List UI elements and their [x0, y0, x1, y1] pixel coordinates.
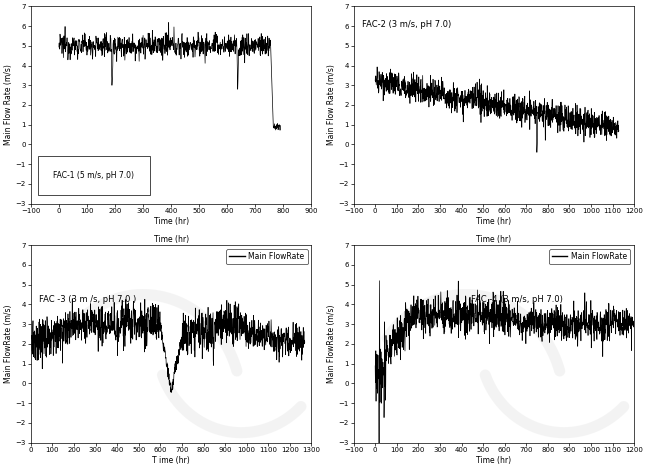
Y-axis label: Main Flow Rate (m/s): Main Flow Rate (m/s): [327, 65, 336, 145]
Text: FAC-1 (5 m/s, pH 7.0): FAC-1 (5 m/s, pH 7.0): [53, 171, 135, 180]
Legend: Main FlowRate: Main FlowRate: [226, 249, 308, 264]
X-axis label: Time (hr): Time (hr): [476, 456, 512, 465]
Text: FAC-2 (3 m/s, pH 7.0): FAC-2 (3 m/s, pH 7.0): [362, 20, 451, 29]
Y-axis label: Main Flow Rate (m/s): Main Flow Rate (m/s): [4, 65, 13, 145]
X-axis label: T ime (hr): T ime (hr): [152, 456, 190, 465]
Y-axis label: Main FlowRate (m/s): Main FlowRate (m/s): [327, 305, 336, 383]
X-axis label: Time (hr): Time (hr): [153, 217, 189, 226]
Legend: Main FlowRate: Main FlowRate: [549, 249, 630, 264]
Text: FAC -3 (3 m /s, pH 7.0 ): FAC -3 (3 m /s, pH 7.0 ): [39, 295, 137, 303]
Y-axis label: Main FlowRate (m/s): Main FlowRate (m/s): [4, 305, 13, 383]
X-axis label: Time (hr): Time (hr): [476, 217, 512, 226]
Title: Time (hr): Time (hr): [476, 235, 512, 244]
Text: FAC -4 (3 m/s, pH 7.0): FAC -4 (3 m/s, pH 7.0): [472, 295, 564, 303]
Title: Time (hr): Time (hr): [153, 235, 189, 244]
